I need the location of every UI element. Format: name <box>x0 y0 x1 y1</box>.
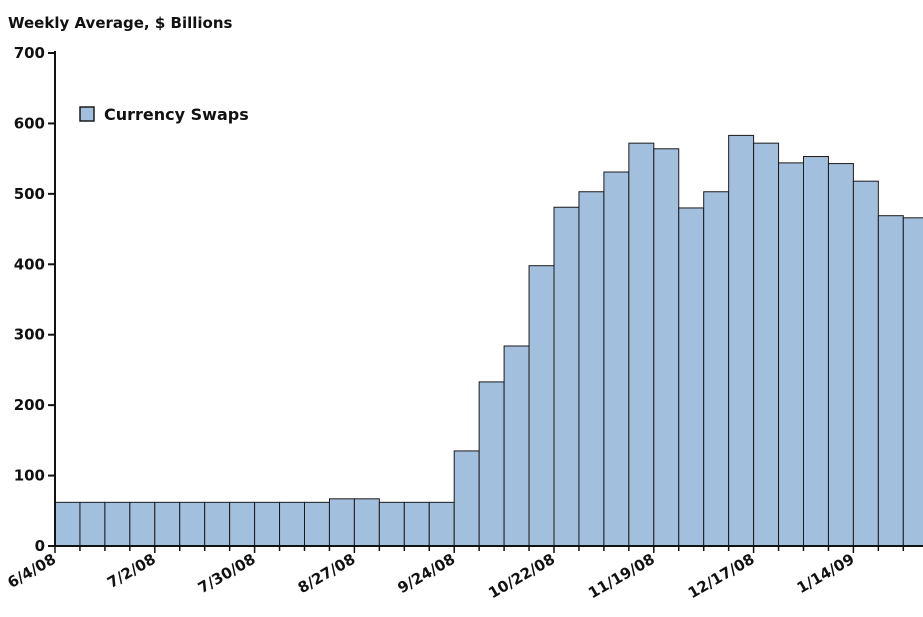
y-axis-label: Weekly Average, $ Billions <box>8 14 233 32</box>
bar-9/10/08 <box>403 501 430 547</box>
bar-10/29/08 <box>578 191 605 547</box>
bar-7/9/08 <box>179 501 206 547</box>
bar-12/3/08 <box>703 191 730 547</box>
bar-10/8/08 <box>503 345 530 547</box>
bar-1/14/09 <box>852 180 879 547</box>
legend-label: Currency Swaps <box>104 105 249 124</box>
bar-1/28/09 <box>902 217 923 547</box>
bar-8/20/08 <box>328 498 355 547</box>
x-tick-label-7/30/08: 7/30/08 <box>195 550 259 597</box>
bar-6/11/08 <box>79 501 106 547</box>
bar-9/24/08 <box>453 450 480 547</box>
bar-8/6/08 <box>279 501 305 547</box>
bar-1/7/09 <box>827 163 854 547</box>
bar-9/3/08 <box>378 501 405 547</box>
bar-6/25/08 <box>129 501 156 547</box>
bar-7/30/08 <box>254 501 281 547</box>
bar-6/4/08 <box>54 501 81 547</box>
legend-swatch <box>79 106 95 122</box>
bar-12/24/08 <box>778 162 804 547</box>
y-tick-label-100: 100 <box>14 467 45 485</box>
bar-10/22/08 <box>553 206 580 547</box>
x-tick-label-8/27/08: 8/27/08 <box>295 550 359 597</box>
bar-7/23/08 <box>229 501 256 547</box>
bar-1/21/09 <box>877 215 904 547</box>
bar-11/26/08 <box>678 207 705 547</box>
y-tick-label-0: 0 <box>35 537 45 555</box>
bar-6/18/08 <box>104 501 131 547</box>
x-tick-label-12/17/08: 12/17/08 <box>685 550 758 602</box>
x-tick-label-10/22/08: 10/22/08 <box>485 550 558 602</box>
bar-7/2/08 <box>154 501 181 547</box>
bar-12/31/08 <box>803 156 829 547</box>
y-tick-label-600: 600 <box>14 114 45 132</box>
bar-9/17/08 <box>428 501 455 547</box>
y-tick-label-200: 200 <box>14 396 45 414</box>
y-tick-label-700: 700 <box>14 44 45 62</box>
bar-11/5/08 <box>603 171 630 547</box>
x-tick-label-9/24/08: 9/24/08 <box>395 550 459 597</box>
bar-11/12/08 <box>628 142 655 547</box>
x-tick-label-7/2/08: 7/2/08 <box>104 550 159 592</box>
bar-8/27/08 <box>353 498 380 547</box>
bar-8/13/08 <box>304 501 330 547</box>
bar-12/10/08 <box>728 134 755 547</box>
bar-10/15/08 <box>528 265 555 547</box>
x-tick-label-1/14/09: 1/14/09 <box>794 550 858 597</box>
bar-7/16/08 <box>204 501 231 547</box>
y-tick-label-400: 400 <box>14 255 45 273</box>
bar-11/19/08 <box>653 148 680 547</box>
bar-12/17/08 <box>753 142 780 547</box>
y-tick-label-500: 500 <box>14 185 45 203</box>
x-tick-label-11/19/08: 11/19/08 <box>585 550 658 602</box>
x-tick-label-6/4/08: 6/4/08 <box>4 550 59 592</box>
bar-10/1/08 <box>478 381 505 547</box>
y-tick-label-300: 300 <box>14 326 45 344</box>
